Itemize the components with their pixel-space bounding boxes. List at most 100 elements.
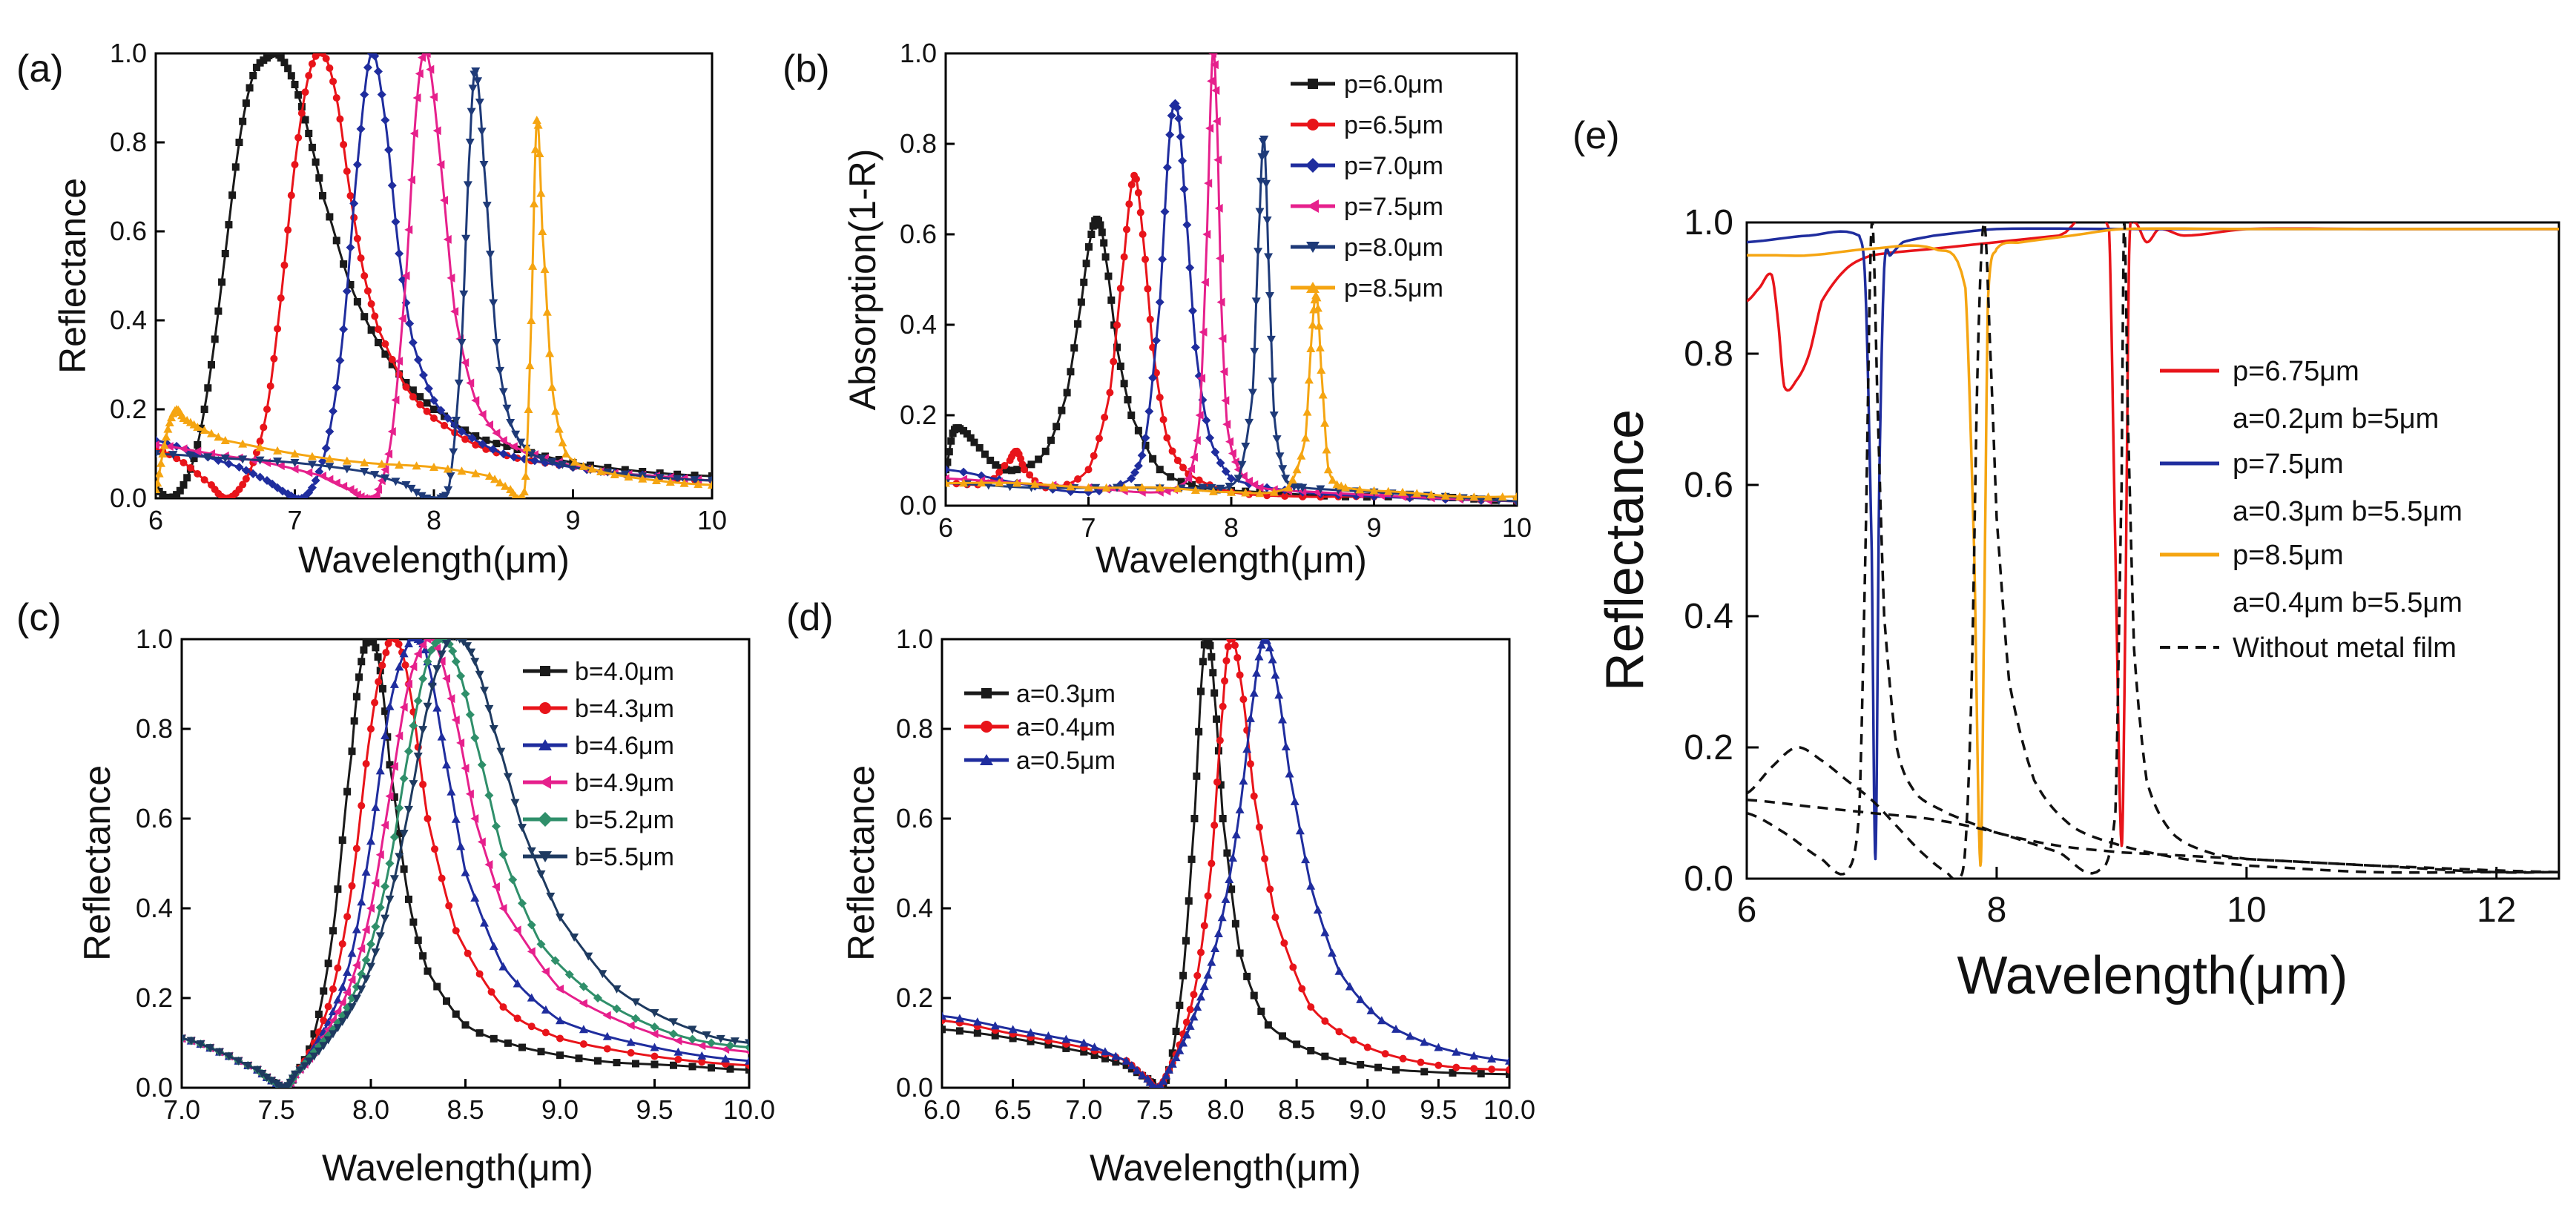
panel-c-series-4-point [456, 671, 466, 681]
panel-b-series-2-point [1162, 162, 1172, 172]
panel-a-series-0-point [214, 307, 223, 315]
panel-a-series-3-point [193, 446, 202, 456]
panel-c-series-5-point [295, 1066, 305, 1075]
panel-b-series-5-point [1369, 486, 1379, 495]
panel-b-series-0-point [1100, 239, 1108, 247]
panel-c-series-5-point [423, 702, 432, 711]
panel-a-label: (a) [16, 47, 64, 90]
panel-a-series-3-point [404, 225, 413, 234]
panel-b-xtick-label: 8 [1224, 512, 1239, 543]
panel-b-series-4-point [1272, 435, 1282, 444]
panel-a-series-1-point [242, 475, 250, 483]
panel-a-series-0-point [493, 440, 501, 448]
panel-a-series-3-point [325, 475, 334, 484]
panel-a-series-3-point [332, 478, 340, 488]
panel-e-series-group [1747, 222, 2559, 879]
panel-c-series-5-markers [182, 639, 749, 1088]
panel-a-series-3-point [436, 160, 445, 169]
panel-b-series-2-point [1158, 254, 1167, 264]
panel-c-series-1-point [343, 913, 352, 921]
panel-c-series-0-point [310, 1030, 318, 1038]
panel-c-series-5-point [257, 1070, 267, 1079]
panel-b-series-0-point [1084, 243, 1093, 251]
panel-c-series-0-point [350, 717, 358, 725]
panel-a-series-4-point [457, 339, 467, 347]
panel-c-series-5-point [389, 875, 399, 884]
panel-a-series-1-point [340, 141, 348, 148]
panel-a-series-2-markers [156, 53, 712, 498]
panel-c-series-4-point [518, 899, 527, 908]
panel-b-series-0-point [1047, 436, 1055, 444]
panel-c-series-5-point [395, 853, 404, 862]
panel-b-series-0-point [949, 429, 957, 437]
panel-c-series-1-point [395, 640, 403, 648]
panel-c-series-2-point [371, 802, 381, 811]
panel-d-series-0-point [1185, 897, 1193, 905]
legend-e-item-2: p=8.5μm a=0.4μm b=5.5μm [2160, 540, 2463, 618]
panel-a-series-3-point [422, 53, 431, 58]
panel-a-series-4-point [461, 234, 471, 243]
legend-d-marker-1 [981, 721, 992, 733]
panel-b-series-4-point [1207, 483, 1216, 492]
panel-b-series-3-point [1208, 53, 1216, 58]
panel-c-series-4-point [491, 822, 501, 831]
panel-c-series-4-point [612, 1004, 622, 1014]
panel-a-series-0-point [346, 281, 355, 288]
panel-b-series-3-point [1221, 396, 1230, 406]
panel-d-series-2-point [1228, 853, 1238, 862]
panel-a-series-3-point [471, 396, 480, 405]
panel-a-series-4-point [273, 457, 283, 466]
panel-c-series-3-point [579, 999, 587, 1008]
legend-b-label-1: p=6.5μm [1344, 111, 1443, 139]
panel-c-series-5-point [329, 1030, 337, 1039]
panel-a-series-5-point [551, 406, 561, 415]
panel-a-series-5-point [519, 487, 529, 496]
panel-c-series-0-point [650, 1060, 659, 1068]
panel-c-series-0-point [475, 1029, 484, 1037]
panel-a-ytick-label: 0.0 [110, 483, 147, 513]
panel-b-series-3-point [1205, 124, 1214, 133]
panel-a-series-5-point [429, 463, 438, 471]
panel-a-series-3-point [356, 492, 365, 498]
panel-a-series-2-point [321, 443, 331, 453]
panel-b-ytick-label: 0.2 [900, 400, 937, 430]
panel-d-series-1-point [1231, 641, 1239, 650]
panel-b-series-1-point [1179, 463, 1187, 472]
panel-d-series-1-point [1321, 1017, 1329, 1025]
panel-e-series-2-line [1747, 227, 2559, 868]
panel-a-series-2-point [457, 427, 467, 436]
panel-a-series-3-markers [156, 53, 712, 498]
panel-c-series-5-point [730, 1037, 739, 1046]
panel-d-series-1-point [1470, 1065, 1478, 1073]
panel-a-series-4-point [489, 299, 498, 308]
panel-c-series-5-point [347, 1003, 357, 1012]
panel-d-series-2-point [1199, 982, 1209, 991]
panel-c-series-3-point [447, 694, 455, 704]
panel-d-xtick-label: 7.5 [1136, 1094, 1173, 1125]
panel-a-series-5-point [360, 458, 369, 466]
panel-a-series-3-point [409, 129, 418, 139]
panel-c-series-5-point [475, 670, 484, 679]
panel-d-series-2-point [1452, 1047, 1461, 1056]
legend-c-marker-3 [539, 776, 551, 789]
panel-b-series-0-point [946, 458, 952, 466]
panel-a-series-5-point [579, 461, 588, 470]
panel-c-series-5-point [503, 773, 513, 782]
panel-c-series-3-point [513, 925, 521, 935]
panel-c-series-5-point [546, 892, 556, 901]
panel-c-series-0-point [461, 1021, 470, 1029]
panel-b-series-5-point [1155, 483, 1165, 492]
panel-c-ytick-label: 0.2 [136, 982, 173, 1013]
panel-d-series-2-point [1356, 994, 1366, 1003]
panel-c-series-4-point [465, 710, 475, 719]
panel-a-series-2-point [530, 456, 539, 466]
panel-c-series-5-point [314, 1047, 323, 1056]
panel-a-series-1-point [388, 355, 396, 363]
panel-d-series-2-point [1121, 1056, 1131, 1065]
panel-c-series-5-point [205, 1044, 215, 1053]
panel-b-series-2-point [1137, 451, 1147, 460]
panel-c-series-1-point [603, 1045, 611, 1053]
legend-e-item-0: p=6.75μm a=0.2μm b=5μm [2160, 356, 2439, 435]
panel-d-series-2-point [1225, 875, 1234, 884]
panel-b-series-4-point [1005, 483, 1015, 492]
